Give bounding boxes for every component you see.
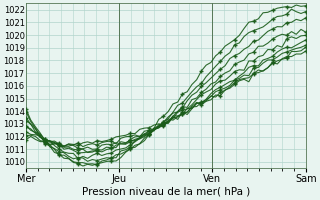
X-axis label: Pression niveau de la mer( hPa ): Pression niveau de la mer( hPa ): [82, 187, 250, 197]
